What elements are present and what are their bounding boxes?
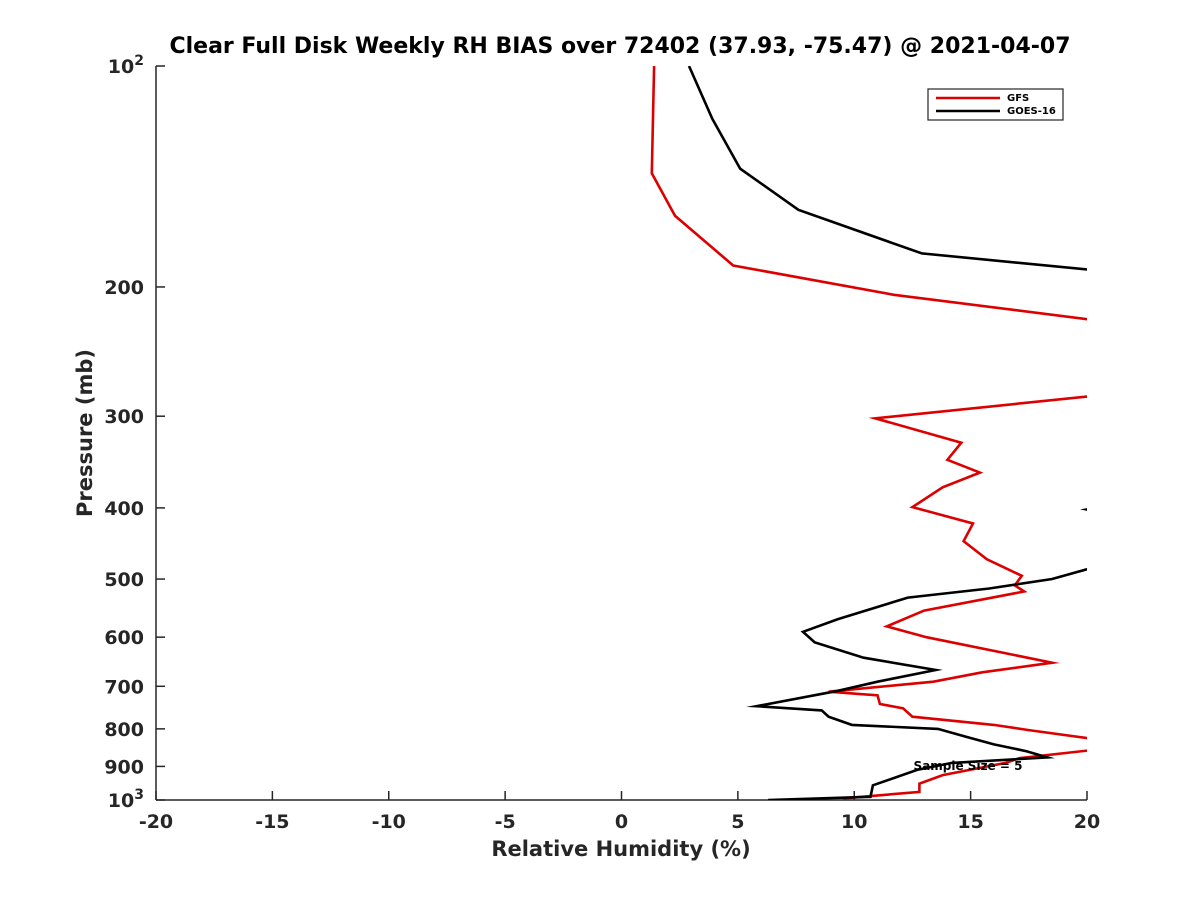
y-tick-label: 900: [104, 756, 144, 778]
legend-box: [927, 88, 1064, 121]
x-tick-label: -10: [372, 811, 406, 833]
y-tick-label: 400: [104, 498, 144, 520]
x-tick-label: 15: [957, 811, 983, 833]
x-tick-label: 10: [841, 811, 867, 833]
y-tick-label: 600: [104, 627, 144, 649]
y-tick-label: 300: [104, 406, 144, 428]
x-tick-label: -15: [255, 811, 289, 833]
series-line-gfs: [650, 66, 1087, 800]
x-axis-label: Relative Humidity (%): [491, 837, 750, 861]
series-line-goes16: [687, 66, 1087, 800]
y-tick-label: 200: [104, 277, 144, 299]
y-axis-label: Pressure (mb): [73, 349, 97, 517]
legend-label-goes16: GOES-16: [1007, 106, 1056, 117]
y-tick-label: 700: [104, 676, 144, 698]
y-tick-label: 103: [108, 787, 144, 812]
y-tick-label: 800: [104, 719, 144, 741]
y-tick-label: 102: [108, 53, 144, 78]
x-tick-label: 0: [615, 811, 628, 833]
y-tick-label: 500: [104, 569, 144, 591]
x-tick-label: -20: [139, 811, 173, 833]
chart-title: Clear Full Disk Weekly RH BIAS over 7240…: [169, 34, 1070, 59]
legend: GFS GOES-16: [927, 88, 1064, 121]
x-axis-ticks: -20 -15 -10 -5 0 5 10 15 20: [139, 791, 1100, 833]
x-tick-label: 5: [731, 811, 744, 833]
y-axis-ticks: 102 200 300 400 500 600 700 800 900 103: [104, 53, 165, 812]
x-tick-label: -5: [495, 811, 516, 833]
series-layer: [650, 66, 1087, 800]
legend-label-gfs: GFS: [1007, 93, 1029, 104]
sample-size-annotation: Sample Size = 5: [914, 759, 1023, 773]
x-tick-label: 20: [1074, 811, 1100, 833]
